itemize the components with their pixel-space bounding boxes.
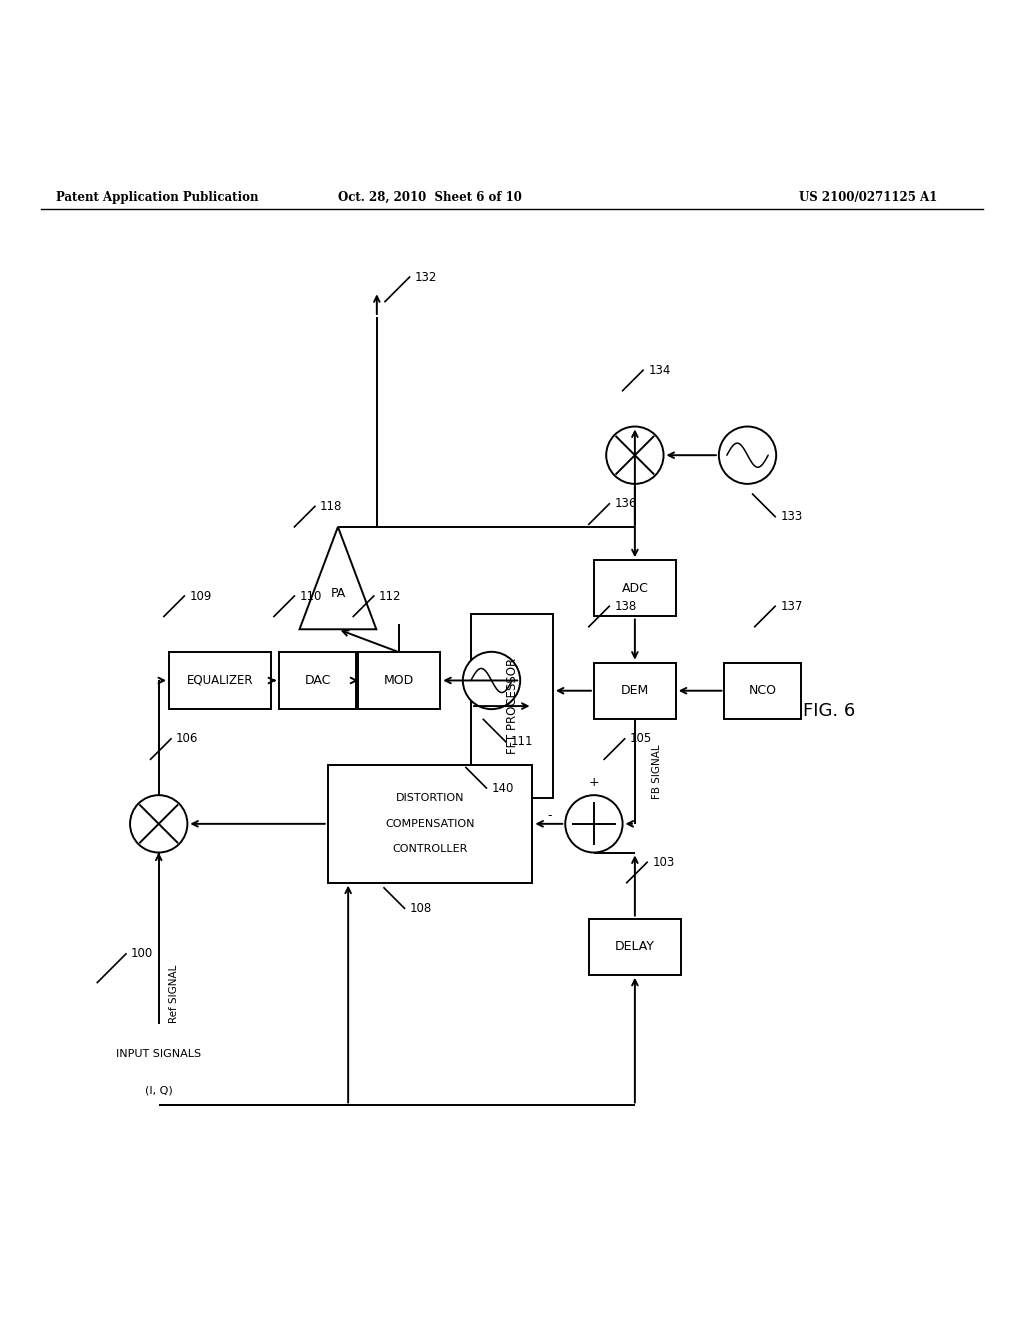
Text: FIG. 6: FIG. 6 xyxy=(803,702,856,721)
Bar xyxy=(169,652,271,709)
Text: 137: 137 xyxy=(780,599,803,612)
Text: EQUALIZER: EQUALIZER xyxy=(187,675,253,686)
Text: 112: 112 xyxy=(379,590,401,602)
Text: 108: 108 xyxy=(410,902,432,915)
Text: NCO: NCO xyxy=(749,684,777,697)
Bar xyxy=(589,919,681,975)
Text: (I, Q): (I, Q) xyxy=(144,1085,173,1096)
Circle shape xyxy=(719,426,776,484)
Text: INPUT SIGNALS: INPUT SIGNALS xyxy=(116,1049,202,1059)
Text: Ref SIGNAL: Ref SIGNAL xyxy=(169,965,179,1023)
Text: ADC: ADC xyxy=(622,582,648,595)
Text: PA: PA xyxy=(331,587,345,599)
Text: DISTORTION: DISTORTION xyxy=(396,793,464,804)
Bar xyxy=(328,766,532,883)
Text: 106: 106 xyxy=(176,733,199,746)
Text: 105: 105 xyxy=(630,733,652,746)
Text: 100: 100 xyxy=(131,948,154,961)
Circle shape xyxy=(606,426,664,484)
Bar xyxy=(279,652,356,709)
Bar xyxy=(358,652,440,709)
Text: DELAY: DELAY xyxy=(615,940,654,953)
Text: FB SIGNAL: FB SIGNAL xyxy=(652,744,663,799)
Bar xyxy=(594,560,676,616)
Circle shape xyxy=(463,652,520,709)
Text: 136: 136 xyxy=(614,498,637,511)
Text: Patent Application Publication: Patent Application Publication xyxy=(56,190,259,203)
Text: DEM: DEM xyxy=(621,684,649,697)
Polygon shape xyxy=(300,527,377,630)
Text: 111: 111 xyxy=(511,735,534,748)
Text: MOD: MOD xyxy=(384,675,415,686)
Text: 109: 109 xyxy=(189,590,212,602)
Text: CONTROLLER: CONTROLLER xyxy=(392,845,468,854)
Text: US 2100/0271125 A1: US 2100/0271125 A1 xyxy=(799,190,937,203)
Bar xyxy=(471,614,553,799)
Bar xyxy=(725,663,801,719)
Text: COMPENSATION: COMPENSATION xyxy=(385,818,475,829)
Text: 132: 132 xyxy=(415,271,437,284)
Bar xyxy=(594,663,676,719)
Text: FFT PROCESSOR: FFT PROCESSOR xyxy=(506,657,518,754)
Text: Oct. 28, 2010  Sheet 6 of 10: Oct. 28, 2010 Sheet 6 of 10 xyxy=(338,190,522,203)
Text: 138: 138 xyxy=(614,599,637,612)
Text: 118: 118 xyxy=(321,500,342,513)
Text: +: + xyxy=(589,776,599,789)
Text: -: - xyxy=(548,809,552,822)
Circle shape xyxy=(130,795,187,853)
Text: DAC: DAC xyxy=(304,675,331,686)
Text: 134: 134 xyxy=(648,364,671,376)
Text: 103: 103 xyxy=(652,855,675,869)
Text: 133: 133 xyxy=(780,510,803,523)
Text: 140: 140 xyxy=(492,781,514,795)
Circle shape xyxy=(565,795,623,853)
Text: 110: 110 xyxy=(300,590,322,602)
